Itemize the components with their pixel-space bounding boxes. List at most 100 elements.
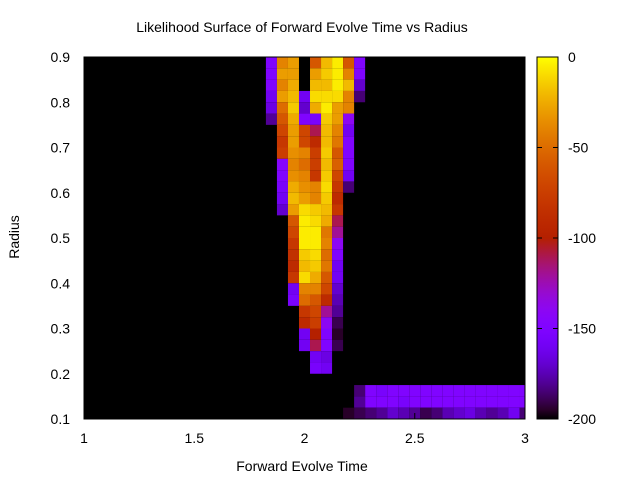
colorbar-tick-label: 0 [568,49,576,65]
heatmap-cell [343,90,355,103]
heatmap-cell [332,339,344,352]
heatmap-cell [287,294,299,306]
heatmap-cell [508,396,520,408]
heatmap-cell [310,158,322,171]
heatmap-cell [310,170,322,182]
plot-area [83,56,526,420]
heatmap-cell [298,283,311,295]
heatmap-cell [287,124,299,137]
heatmap-cell [298,328,311,340]
heatmap-cell [332,283,344,295]
x-tick-label: 1.5 [185,430,205,446]
heatmap-cell [310,147,322,159]
heatmap-cell [310,215,322,227]
heatmap-cell [343,57,355,69]
colorbar-ticks: 0 -50 -100 -150 -200 [537,49,596,427]
x-tick-label: 3 [521,430,529,446]
heatmap-cell [310,362,322,374]
heatmap-cell [310,57,322,69]
heatmap-cell [508,407,520,419]
heatmap-cell [354,407,366,419]
heatmap-cell [287,170,299,182]
heatmap-cell [265,68,277,80]
heatmap-cell [298,136,311,148]
heatmap-cell [332,226,344,238]
heatmap-cell [453,407,465,419]
heatmap-cell [265,113,277,125]
heatmap-cell [287,113,299,125]
heatmap-cell [343,170,355,182]
heatmap-cell [398,385,410,397]
heatmap-cell [497,407,509,419]
y-tick-label: 0.4 [51,275,71,291]
heatmap-cell [376,396,388,408]
heatmap-cell [519,385,525,397]
heatmap-cell [464,407,476,419]
heatmap-cell [287,271,299,284]
heatmap-cell [321,136,333,148]
heatmap-cell [387,407,399,419]
heatmap-cell [287,102,299,114]
y-tick-label: 0.2 [51,366,71,382]
heatmap-cell [332,136,344,148]
y-tick-label: 0.1 [51,411,71,427]
heatmap-cell [332,294,344,306]
heatmap-cell [310,271,322,284]
heatmap-cell [442,407,454,419]
y-tick-label: 0.6 [51,185,71,201]
heatmap-cell [298,181,311,193]
heatmap-cell [310,226,322,238]
heatmap-cell [298,249,311,261]
heatmap-cell [431,385,443,397]
heatmap-cell [332,113,344,125]
heatmap-cell [354,385,366,397]
heatmap-cell [298,192,311,205]
heatmap-cell [343,407,355,419]
heatmap-cell [310,102,322,114]
heatmap-cell [387,385,399,397]
heatmap-cell [276,181,288,193]
heatmap-cell [287,204,299,216]
heatmap-cell [321,351,333,363]
heatmap-cell [310,90,322,103]
y-tick-label: 0.3 [51,321,71,337]
heatmap-cell [298,238,311,250]
heatmap-cell [332,181,344,193]
heatmap-cell [332,170,344,182]
heatmap-cell [298,158,311,171]
chart-title: Likelihood Surface of Forward Evolve Tim… [136,19,467,35]
heatmap-cell [321,181,333,193]
heatmap-cells [265,57,525,419]
heatmap-cell [287,90,299,103]
heatmap-cell [310,249,322,261]
heatmap-cell [321,305,333,318]
heatmap-cell [475,396,487,408]
heatmap-cell [442,396,454,408]
heatmap-cell [276,68,288,80]
heatmap-cell [276,113,288,125]
heatmap-cell [298,271,311,284]
heatmap-cell [298,124,311,137]
heatmap-cell [321,192,333,205]
heatmap-cell [265,102,277,114]
heatmap-cell [332,68,344,80]
x-tick-label: 2 [301,430,309,446]
heatmap-cell [310,351,322,363]
heatmap-cell [310,192,322,205]
heatmap-cell [310,181,322,193]
heatmap-cell [287,192,299,205]
heatmap-cell [287,79,299,91]
heatmap-cell [298,305,311,318]
heatmap-cell [343,147,355,159]
heatmap-cell [321,90,333,103]
heatmap-cell [310,260,322,272]
heatmap-cell [265,79,277,91]
heatmap-cell [321,271,333,284]
heatmap-cell [343,136,355,148]
heatmap-cell [464,385,476,397]
y-axis-label: Radius [6,215,22,259]
heatmap-cell [321,328,333,340]
heatmap-cell [287,226,299,238]
heatmap-cell [287,181,299,193]
heatmap-cell [332,305,344,318]
